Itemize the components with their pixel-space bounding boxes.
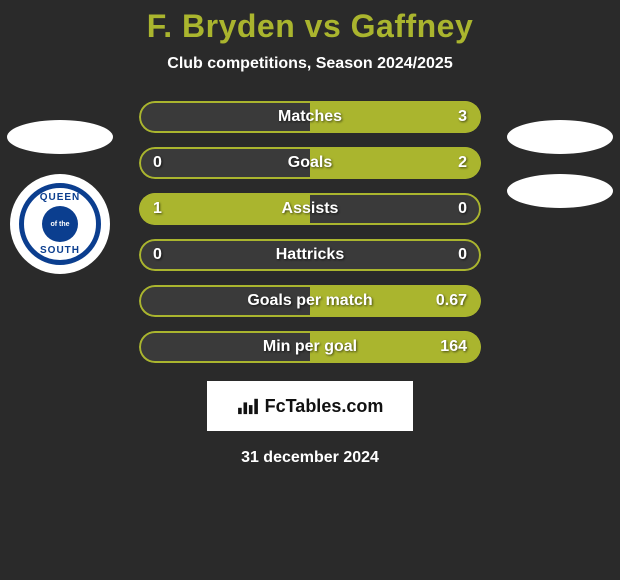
stat-value-right: 2 [458,147,467,179]
stat-label: Goals [139,147,481,179]
stat-value-right: 0.67 [436,285,467,317]
stat-row: 1Assists0 [139,193,481,225]
stat-row: Matches3 [139,101,481,133]
stat-label: Matches [139,101,481,133]
stat-label: Assists [139,193,481,225]
source-brand-text: FcTables.com [265,396,384,417]
stat-label: Goals per match [139,285,481,317]
right-player-headshot-placeholder [507,120,613,154]
right-player-column [500,120,620,208]
stat-label: Min per goal [139,331,481,363]
bar-chart-icon [237,397,259,415]
comparison-card: F. Bryden vs Gaffney Club competitions, … [0,0,620,580]
snapshot-date: 31 december 2024 [0,449,620,467]
stat-label: Hattricks [139,239,481,271]
left-player-headshot-placeholder [7,120,113,154]
badge-text-bottom: SOUTH [40,245,80,256]
stat-row: Min per goal164 [139,331,481,363]
stats-list: Matches30Goals21Assists00Hattricks0Goals… [139,101,481,363]
badge-center: of the [42,206,78,242]
stat-value-right: 0 [458,239,467,271]
stat-row: 0Hattricks0 [139,239,481,271]
badge-text-top: QUEEN [40,192,81,203]
stat-row: 0Goals2 [139,147,481,179]
left-club-badge: QUEEN of the SOUTH [10,174,110,274]
left-player-column: QUEEN of the SOUTH [0,120,120,274]
stat-row: Goals per match0.67 [139,285,481,317]
page-subtitle: Club competitions, Season 2024/2025 [0,55,620,73]
page-title: F. Bryden vs Gaffney [0,8,620,45]
stat-value-right: 164 [440,331,467,363]
badge-ring: QUEEN of the SOUTH [19,183,101,265]
stat-value-right: 0 [458,193,467,225]
source-brand-box: FcTables.com [207,381,413,431]
stat-value-right: 3 [458,101,467,133]
right-club-badge-placeholder [507,174,613,208]
